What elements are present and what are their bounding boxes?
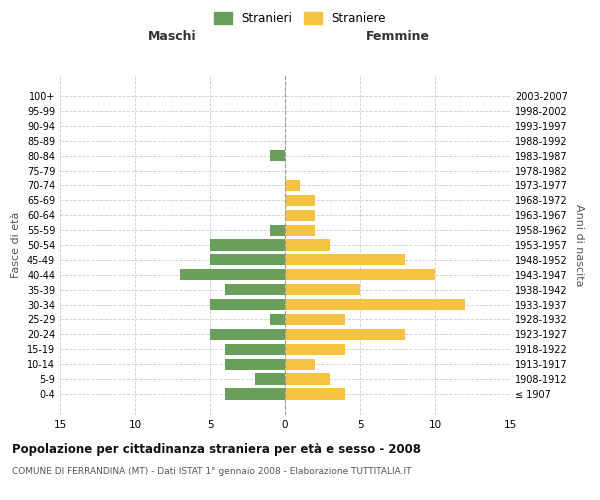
Text: Popolazione per cittadinanza straniera per età e sesso - 2008: Popolazione per cittadinanza straniera p… — [12, 442, 421, 456]
Bar — [285, 180, 300, 191]
Bar — [285, 344, 345, 355]
Bar — [210, 329, 285, 340]
Bar — [285, 358, 315, 370]
Y-axis label: Fasce di età: Fasce di età — [11, 212, 21, 278]
Bar — [285, 299, 465, 310]
Bar — [285, 314, 345, 325]
Bar — [285, 194, 315, 206]
Bar — [285, 240, 330, 250]
Bar — [285, 388, 345, 400]
Bar — [210, 240, 285, 250]
Bar — [210, 254, 285, 266]
Bar — [270, 224, 285, 235]
Text: Femmine: Femmine — [365, 30, 430, 43]
Bar — [225, 284, 285, 296]
Text: Maschi: Maschi — [148, 30, 197, 43]
Bar — [285, 269, 435, 280]
Bar — [255, 374, 285, 384]
Bar — [285, 284, 360, 296]
Bar — [270, 150, 285, 161]
Bar — [225, 344, 285, 355]
Bar — [285, 254, 405, 266]
Bar — [285, 210, 315, 221]
Bar — [180, 269, 285, 280]
Bar — [285, 329, 405, 340]
Y-axis label: Anni di nascita: Anni di nascita — [574, 204, 584, 286]
Bar — [225, 388, 285, 400]
Bar — [270, 314, 285, 325]
Bar — [225, 358, 285, 370]
Bar — [210, 299, 285, 310]
Text: COMUNE DI FERRANDINA (MT) - Dati ISTAT 1° gennaio 2008 - Elaborazione TUTTITALIA: COMUNE DI FERRANDINA (MT) - Dati ISTAT 1… — [12, 468, 412, 476]
Legend: Stranieri, Straniere: Stranieri, Straniere — [211, 8, 389, 28]
Bar — [285, 224, 315, 235]
Bar — [285, 374, 330, 384]
